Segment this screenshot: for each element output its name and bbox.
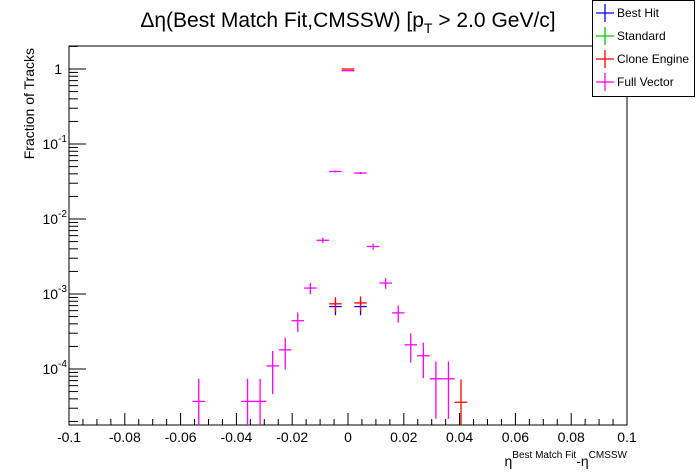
legend-item: Standard: [596, 27, 666, 45]
data-point: [316, 237, 330, 244]
chart-title: Δη(Best Match Fit,CMSSW) [pT > 2.0 GeV/c…: [140, 9, 555, 36]
legend: Best Hit Standard Clone Engine Full Vector: [592, 0, 695, 97]
series-full-vector: [192, 70, 455, 425]
data-point: [404, 333, 418, 363]
data-point: [454, 379, 468, 425]
data-point: [354, 296, 367, 312]
x-tick-label: 0.06: [502, 429, 529, 445]
data-point: [304, 282, 317, 295]
data-point: [192, 378, 206, 425]
plot-frame: [68, 45, 628, 426]
y-tick-label: 10-3: [43, 284, 68, 302]
legend-label: Standard: [617, 29, 666, 43]
x-tick-label: 0.08: [558, 429, 585, 445]
data-point: [429, 361, 443, 419]
x-tick-label: -0.04: [220, 429, 252, 445]
data-point: [354, 172, 367, 175]
legend-item: Best Hit: [596, 4, 660, 22]
y-tick-label: 1: [54, 61, 62, 77]
y-axis-label: Fraction of Tracks: [21, 48, 37, 159]
x-tick-label: 0.1: [617, 429, 637, 445]
data-point: [391, 305, 405, 323]
data-point: [442, 361, 455, 419]
series-clone-engine: [329, 68, 468, 425]
y-tick-label: 10-4: [43, 359, 68, 377]
data-point: [278, 337, 292, 370]
legend-label: Full Vector: [617, 75, 674, 89]
data-point: [266, 350, 279, 395]
x-tick-label: -0.08: [109, 429, 141, 445]
data-point: [417, 342, 430, 379]
legend-item: Clone Engine: [596, 50, 689, 68]
data-point: [366, 243, 380, 250]
x-tick-label: 0: [344, 429, 352, 445]
x-tick-label: -0.02: [276, 429, 308, 445]
data-point: [329, 297, 342, 313]
x-tick-label: 0.02: [390, 429, 417, 445]
legend-label: Best Hit: [617, 6, 660, 20]
y-tick-label: 10-2: [43, 209, 68, 227]
x-axis-label: ηBest Match Fit-ηCMSSW: [505, 450, 628, 469]
x-tick-label: -0.06: [165, 429, 197, 445]
data-point: [329, 170, 342, 173]
y-tick-label: 10-1: [43, 134, 68, 152]
data-point: [253, 378, 267, 425]
x-tick-label: -0.1: [57, 429, 81, 445]
legend-box: [592, 0, 695, 97]
data-point: [241, 378, 254, 425]
data-point: [291, 312, 305, 332]
legend-item: Full Vector: [596, 73, 674, 91]
data-point: [379, 278, 392, 289]
x-tick-label: 0.04: [446, 429, 473, 445]
legend-label: Clone Engine: [617, 52, 689, 66]
